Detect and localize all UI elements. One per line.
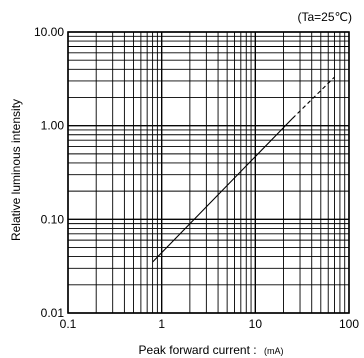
y-tick-labels: 0.01 0.10 1.00 10.00 — [34, 25, 64, 320]
x-axis-label-unit: (mA) — [264, 346, 284, 356]
x-tick-label: 1 — [158, 317, 165, 331]
x-axis-label-text: Peak forward current : — [139, 343, 257, 357]
series-line — [152, 117, 293, 263]
x-tick-label: 10 — [249, 317, 263, 331]
y-tick-label: 10.00 — [34, 25, 64, 39]
x-tick-label: 100 — [339, 317, 359, 331]
x-tick-label: 0.1 — [60, 317, 77, 331]
y-tick-label: 0.10 — [41, 212, 65, 226]
series-group — [152, 76, 335, 263]
x-tick-labels: 0.1 1 10 100 — [60, 317, 360, 331]
y-tick-label: 1.00 — [41, 119, 65, 133]
y-axis-label: Relative luminous intensity — [9, 99, 23, 241]
grid — [67, 31, 350, 314]
series-line-extrapolated — [292, 76, 335, 119]
condition-label: (Ta=25℃) — [298, 10, 353, 24]
x-axis-label: Peak forward current : (mA) — [139, 343, 284, 357]
y-tick-label: 0.01 — [41, 306, 65, 320]
plot-frame — [67, 31, 350, 314]
